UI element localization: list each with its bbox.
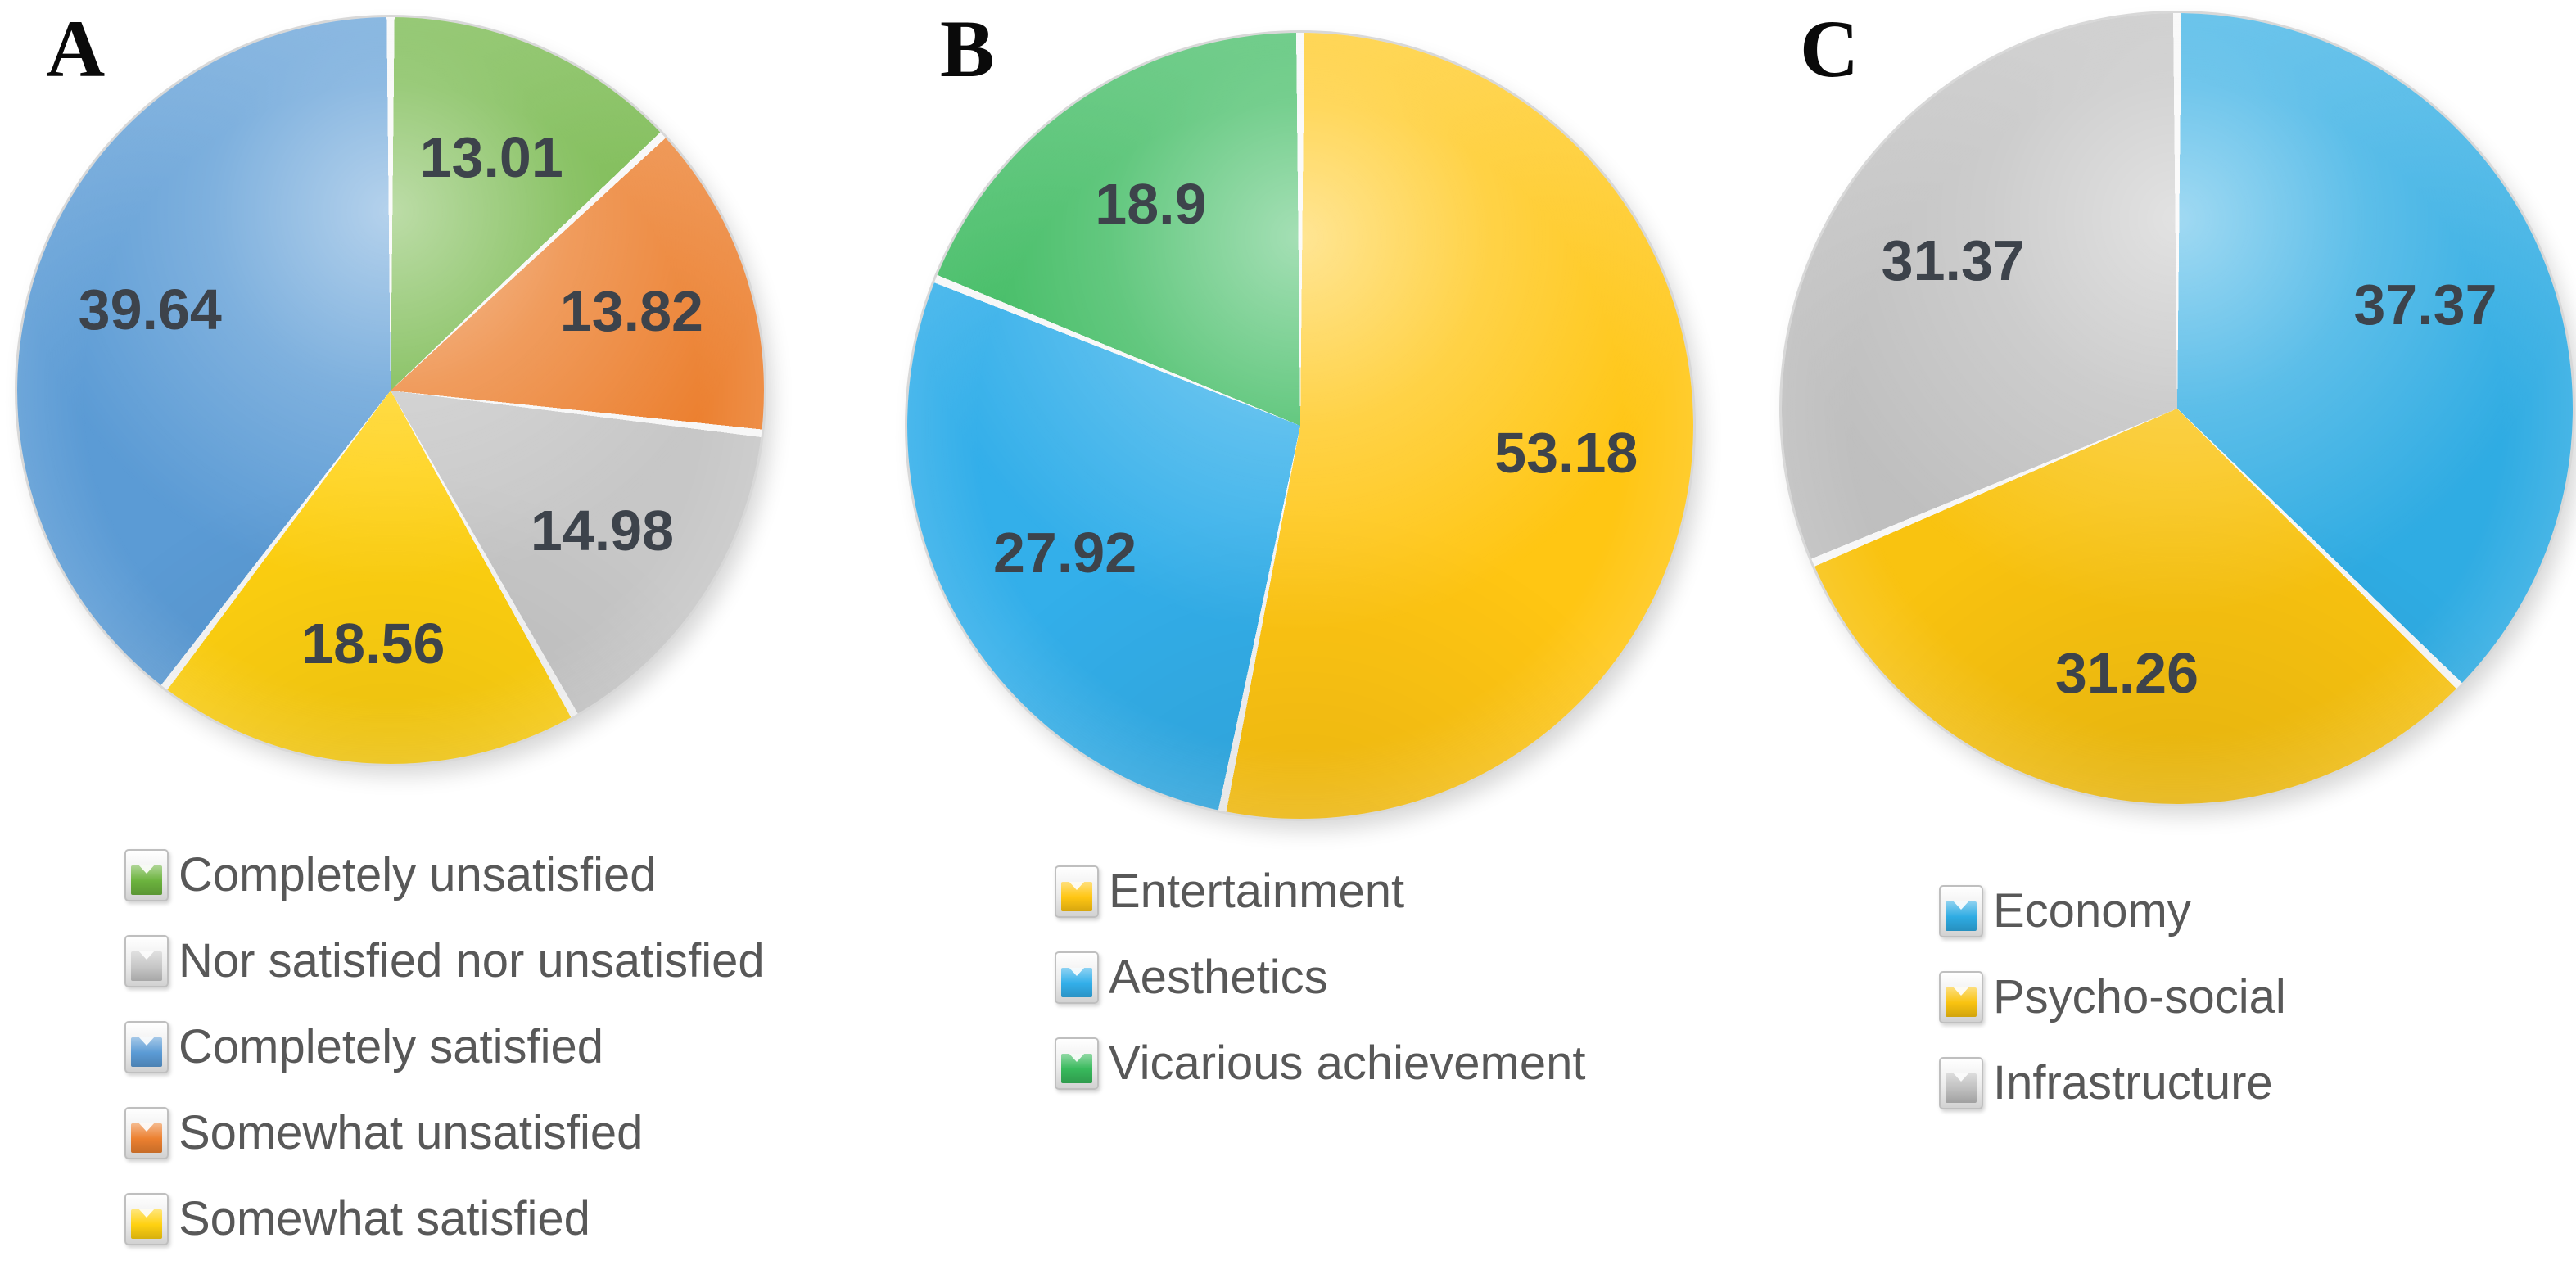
- legend-key-swatch: [1946, 1073, 1977, 1103]
- legend-c: Economy Psycho-social Infrastructure: [1939, 884, 2286, 1144]
- legend-key-icon: [1939, 1057, 1983, 1109]
- legend-a: Completely unsatisfied Nor satisfied nor …: [124, 848, 765, 1274]
- legend-item-label: Entertainment: [1109, 865, 1405, 918]
- legend-item-label: Vicarious achievement: [1109, 1037, 1586, 1090]
- slice-value-label: 37.37: [2353, 273, 2497, 337]
- legend-key-icon: [124, 1193, 169, 1245]
- legend-item-label: Completely unsatisfied: [179, 848, 657, 901]
- legend-item-label: Aesthetics: [1109, 951, 1328, 1004]
- legend-item: Vicarious achievement: [1055, 1037, 1586, 1090]
- legend-item: Infrastructure: [1939, 1056, 2286, 1109]
- slice-value-label: 31.37: [1881, 228, 2025, 292]
- legend-key-swatch: [131, 951, 162, 981]
- legend-key-swatch: [1061, 1054, 1092, 1083]
- legend-key-swatch: [1946, 987, 1977, 1017]
- slice-value-label: 31.26: [2054, 640, 2199, 705]
- slice-value-label: 18.56: [301, 612, 445, 676]
- legend-key-icon: [124, 1107, 169, 1159]
- legend-key-icon: [1939, 885, 1983, 937]
- pie-chart-c: 37.37 31.26 31.37: [1782, 13, 2573, 804]
- legend-key-icon: [1939, 971, 1983, 1023]
- legend-key-icon: [1055, 865, 1099, 918]
- pie-chart-b: 53.18 27.92 18.9: [907, 33, 1693, 819]
- legend-item: Completely satisfied: [124, 1020, 765, 1073]
- legend-key-icon: [1055, 1037, 1099, 1090]
- legend-item: Psycho-social: [1939, 970, 2286, 1023]
- pie-chart-a: 13.01 13.82 14.98 18.56 39.64: [17, 17, 764, 764]
- legend-item: Entertainment: [1055, 865, 1585, 918]
- legend-key-swatch: [131, 1123, 162, 1153]
- slice-value-label: 39.64: [78, 277, 222, 341]
- legend-item-label: Completely satisfied: [179, 1020, 603, 1073]
- panel-c-label: C: [1800, 3, 1860, 94]
- legend-item: Somewhat satisfied: [124, 1192, 765, 1245]
- legend-key-icon: [124, 935, 169, 987]
- legend-key-swatch: [1061, 968, 1092, 997]
- legend-key-swatch: [1946, 901, 1977, 931]
- slice-value-label: 18.9: [1095, 172, 1207, 237]
- slice-value-label: 53.18: [1494, 420, 1638, 485]
- legend-key-icon: [124, 849, 169, 901]
- legend-item: Aesthetics: [1055, 951, 1585, 1004]
- legend-key-swatch: [131, 865, 162, 895]
- slice-value-label: 27.92: [992, 520, 1137, 585]
- slice-value-label: 13.01: [419, 125, 563, 190]
- legend-item-label: Somewhat unsatisfied: [179, 1106, 644, 1159]
- legend-item-label: Economy: [1993, 884, 2191, 937]
- legend-item: Nor satisfied nor unsatisfied: [124, 934, 765, 987]
- legend-item: Somewhat unsatisfied: [124, 1106, 765, 1159]
- panel-b-label: B: [940, 3, 995, 94]
- slice-value-label: 13.82: [559, 278, 703, 343]
- legend-item: Economy: [1939, 884, 2286, 937]
- panel-a-label: A: [46, 3, 106, 94]
- legend-item: Completely unsatisfied: [124, 848, 765, 901]
- legend-key-icon: [1055, 951, 1099, 1004]
- slice-value-label: 14.98: [530, 499, 675, 563]
- legend-key-icon: [124, 1021, 169, 1073]
- legend-b: Entertainment Aesthetics Vicarious achieve…: [1055, 865, 1586, 1124]
- legend-key-swatch: [1061, 882, 1092, 911]
- legend-item-label: Infrastructure: [1993, 1056, 2273, 1109]
- legend-key-swatch: [131, 1037, 162, 1067]
- legend-item-label: Somewhat satisfied: [179, 1192, 590, 1245]
- legend-item-label: Nor satisfied nor unsatisfied: [179, 934, 765, 987]
- legend-item-label: Psycho-social: [1993, 970, 2286, 1023]
- legend-key-swatch: [131, 1209, 162, 1239]
